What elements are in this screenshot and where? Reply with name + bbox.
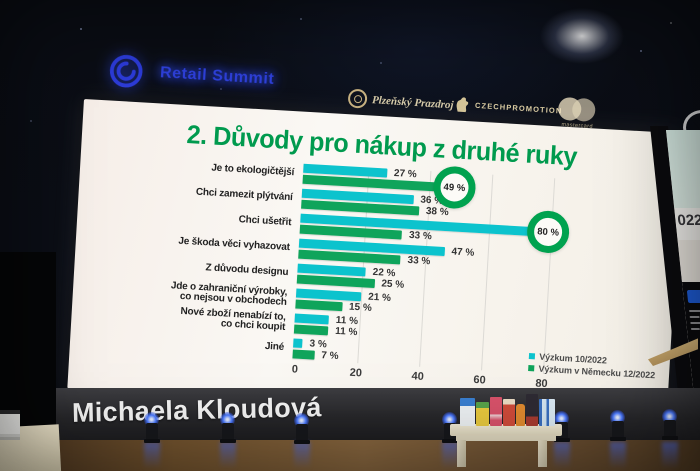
paper-stack: [0, 410, 20, 434]
value-label: 15 %: [348, 301, 373, 314]
product-box: [526, 394, 538, 426]
bar: [293, 338, 303, 348]
value-label: 33 %: [408, 229, 433, 243]
stage-light: [141, 412, 163, 446]
side-screen-tiny-text: [690, 328, 700, 330]
backdrop-speckles: [80, 28, 82, 30]
bar-chart: Je to ekologičtější 27 % 49 % Chci zamezit …: [79, 151, 670, 399]
retail-summit-logo: Retail Summit: [105, 49, 276, 101]
category-label: Chci zamezit plýtvání: [195, 186, 293, 204]
axis-tick: 60: [473, 373, 487, 387]
product-box: [476, 402, 489, 426]
axis-tick: 20: [349, 366, 363, 380]
axis-tick: 0: [291, 363, 299, 376]
side-screen-blue-badge: [686, 290, 700, 303]
value-label: 38 %: [425, 205, 449, 219]
sponsor-mastercard: mastercard: [557, 96, 599, 131]
axis-tick: 40: [411, 370, 425, 384]
category-label: Chci ušetřit: [238, 214, 292, 229]
speaker-name: Michaela Kloudová: [71, 392, 322, 428]
value-label: 11 %: [334, 325, 358, 339]
sponsor-plzensky-prazdroj: Plzeňský Prazdroj: [347, 88, 454, 115]
bar: [292, 349, 315, 360]
prazdroj-logo-text: Plzeňský Prazdroj: [371, 93, 454, 111]
presentation-screen: 2. Důvody pro nákup z druhé ruky Je to e…: [67, 99, 684, 424]
category-label: Je škoda věci vyhazovat: [178, 235, 291, 254]
value-label: 7 %: [320, 350, 339, 363]
stage-light: [659, 409, 681, 443]
mastercard-circles-icon: [557, 96, 599, 124]
side-screen-text: 022: [676, 212, 700, 229]
czechpromotion-logo-text: CZECHPROMOTION: [474, 100, 563, 116]
stage-floor: [0, 440, 700, 471]
legend-swatch: [528, 365, 535, 372]
side-screen-tiny-text: [689, 316, 700, 318]
prazdroj-emblem-icon: [347, 88, 368, 109]
product-box: [460, 398, 475, 426]
retail-summit-logo-text: Retail Summit: [159, 64, 275, 88]
product-box: [503, 399, 515, 426]
value-label: 33 %: [407, 254, 431, 268]
product-bottles: [539, 399, 555, 426]
bar: [293, 324, 329, 336]
side-screen-tiny-text: [690, 322, 700, 324]
side-screen-tiny-text: [688, 310, 700, 312]
sponsor-czechpromotion: CZECHPROMOTION: [455, 95, 563, 119]
stage-light: [291, 413, 313, 447]
bar: [294, 313, 330, 325]
value-label: 22 %: [372, 266, 396, 280]
product-bottle: [516, 404, 525, 426]
category-label: Z důvodu designu: [205, 262, 289, 279]
retail-summit-swirl-icon: [109, 54, 143, 88]
legend-swatch: [529, 353, 536, 360]
value-label: 49 %: [443, 181, 466, 194]
value-label: 3 %: [309, 338, 328, 351]
side-screen-pale-band: [677, 240, 700, 282]
category-label: Je to ekologičtější: [211, 162, 295, 179]
value-label: 47 %: [451, 246, 475, 259]
slide: 2. Důvody pro nákup z druhé ruky Je to e…: [67, 99, 683, 423]
stage-light: [217, 412, 239, 446]
value-label: 25 %: [381, 278, 405, 291]
speaker-banner: Michaela Kloudová: [52, 388, 700, 442]
product-box: [490, 397, 502, 426]
stage-light: [607, 410, 629, 444]
value-label: 27 %: [393, 167, 417, 181]
czech-lion-icon: [456, 97, 469, 113]
category-label: Jiné: [264, 340, 285, 353]
value-label: 80 %: [536, 225, 560, 239]
